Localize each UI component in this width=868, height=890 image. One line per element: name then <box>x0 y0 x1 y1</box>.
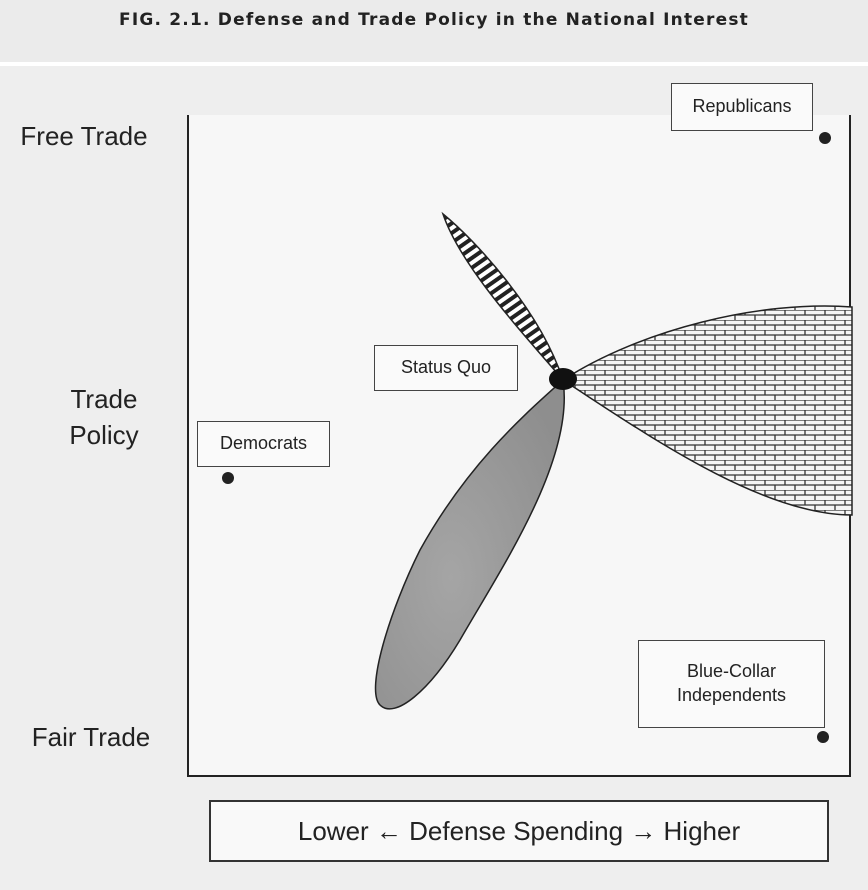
blue-collar-label-line1: Blue-Collar <box>686 661 777 681</box>
y-label-trade-policy-line2: Policy <box>69 420 139 450</box>
status-quo-point <box>549 368 577 390</box>
democrats-point <box>222 472 234 484</box>
y-label-free-trade: Free Trade <box>20 121 148 151</box>
y-label-fair-trade: Fair Trade <box>31 722 151 752</box>
democrats-label: Democrats <box>197 421 330 467</box>
x-axis-label: Lower ← Defense Spending → Higher <box>209 800 829 862</box>
figure-title: FIG. 2.1. Defense and Trade Policy in th… <box>0 0 868 62</box>
gray-lobe <box>374 378 565 710</box>
status-quo-label: Status Quo <box>374 345 518 391</box>
republicans-label: Republicans <box>671 83 813 131</box>
y-label-trade-policy-line1: Trade <box>70 384 138 414</box>
striped-lobe <box>441 211 564 381</box>
republicans-point <box>819 132 831 144</box>
blue-collar-point <box>817 731 829 743</box>
blue-collar-label-line2: Independents <box>676 685 787 705</box>
brick-lobe <box>561 305 853 516</box>
blue-collar-independents-label: Blue-Collar Independents <box>638 640 825 728</box>
